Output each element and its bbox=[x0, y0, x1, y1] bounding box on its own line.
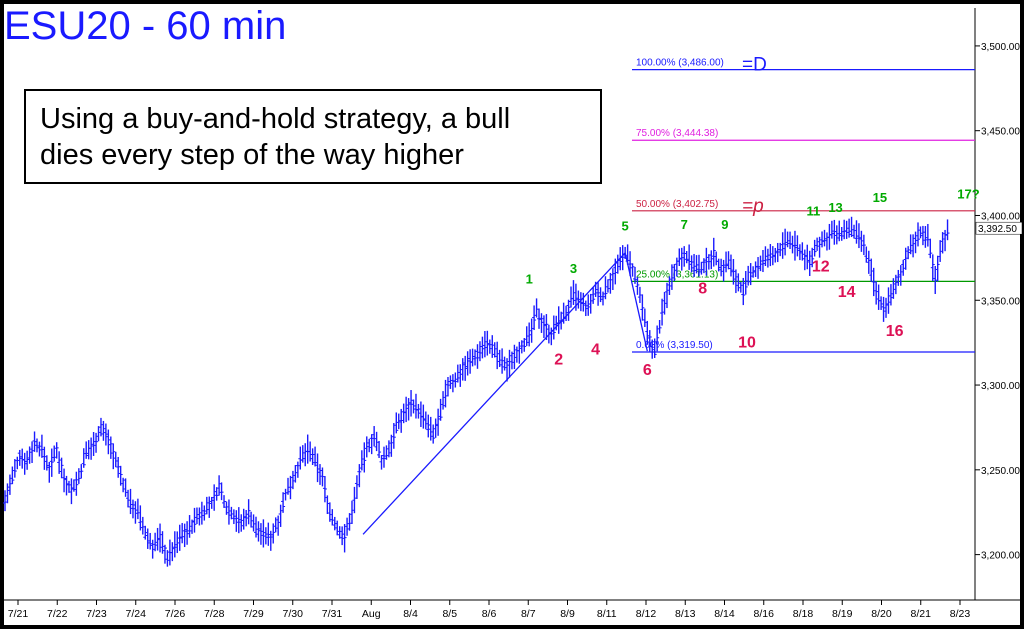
last-price-box bbox=[975, 221, 1023, 235]
x-tick-label: 8/12 bbox=[636, 608, 657, 620]
y-tick-label: 3,250.00 bbox=[981, 466, 1020, 477]
wave-label: 13 bbox=[828, 200, 842, 215]
wave-label: 14 bbox=[838, 284, 856, 301]
wave-label: 5 bbox=[622, 219, 629, 234]
y-tick-label: 3,200.00 bbox=[981, 551, 1020, 562]
fib-level-target-label: =p bbox=[742, 196, 764, 217]
fib-level-label: 75.00% (3,444.38) bbox=[636, 128, 718, 139]
x-tick-label: 8/18 bbox=[793, 608, 814, 620]
abcd-pattern-line bbox=[362, 252, 626, 535]
last-price-label: 3,392.50 bbox=[978, 224, 1017, 235]
abcd-pattern-line bbox=[624, 252, 648, 352]
chart-title: ESU20 - 60 min bbox=[4, 4, 287, 48]
x-tick-label: 8/6 bbox=[482, 608, 497, 620]
wave-label: 16 bbox=[886, 323, 904, 340]
fib-level-label: 100.00% (3,486.00) bbox=[636, 58, 724, 69]
x-tick-label: 8/4 bbox=[403, 608, 418, 620]
x-tick-label: 7/31 bbox=[322, 608, 343, 620]
wave-label: 10 bbox=[738, 335, 756, 352]
x-tick-label: 7/29 bbox=[243, 608, 264, 620]
x-tick-label: 7/26 bbox=[165, 608, 186, 620]
wave-label: 1 bbox=[526, 271, 533, 286]
y-tick-label: 3,300.00 bbox=[981, 381, 1020, 392]
wave-label: 6 bbox=[643, 362, 652, 379]
x-tick-label: 8/19 bbox=[832, 608, 853, 620]
x-tick-label: 8/21 bbox=[911, 608, 932, 620]
wave-label: 9 bbox=[721, 217, 728, 232]
wave-label: 12 bbox=[812, 258, 830, 275]
wave-label: 11 bbox=[807, 203, 821, 218]
fib-level-label: 50.00% (3,402.75) bbox=[636, 199, 718, 210]
x-tick-label: Aug bbox=[362, 608, 381, 620]
annotation-line-2: dies every step of the way higher bbox=[40, 139, 464, 171]
x-tick-label: 7/30 bbox=[283, 608, 304, 620]
y-tick-label: 3,400.00 bbox=[981, 211, 1020, 222]
fib-level-label: 0.00% (3,319.50) bbox=[636, 340, 713, 351]
x-tick-label: 8/23 bbox=[950, 608, 971, 620]
wave-label: 4 bbox=[591, 342, 600, 359]
annotation-box: Using a buy-and-hold strategy, a bull di… bbox=[24, 89, 602, 184]
fib-level-target-label: =D bbox=[742, 55, 767, 76]
y-tick-label: 3,450.00 bbox=[981, 127, 1020, 138]
x-tick-label: 7/22 bbox=[47, 608, 68, 620]
wave-label: 17? bbox=[957, 187, 979, 202]
wave-label: 3 bbox=[570, 261, 577, 276]
x-tick-label: 8/7 bbox=[521, 608, 536, 620]
x-tick-label: 8/5 bbox=[442, 608, 457, 620]
y-tick-label: 3,500.00 bbox=[981, 42, 1020, 53]
x-tick-label: 8/20 bbox=[871, 608, 892, 620]
x-tick-label: 8/14 bbox=[714, 608, 735, 620]
x-tick-label: 7/24 bbox=[126, 608, 147, 620]
wave-label: 15 bbox=[873, 190, 887, 205]
x-tick-label: 7/21 bbox=[8, 608, 29, 620]
x-tick-label: 8/11 bbox=[597, 608, 617, 620]
wave-label: 8 bbox=[698, 280, 707, 297]
annotation-line-1: Using a buy-and-hold strategy, a bull bbox=[40, 103, 511, 135]
wave-label: 2 bbox=[554, 352, 563, 369]
wave-label: 7 bbox=[681, 217, 688, 232]
x-tick-label: 7/28 bbox=[204, 608, 225, 620]
x-tick-label: 8/9 bbox=[560, 608, 575, 620]
x-tick-label: 8/16 bbox=[754, 608, 775, 620]
y-tick-label: 3,350.00 bbox=[981, 296, 1020, 307]
x-tick-label: 7/23 bbox=[86, 608, 107, 620]
x-tick-label: 8/13 bbox=[675, 608, 696, 620]
